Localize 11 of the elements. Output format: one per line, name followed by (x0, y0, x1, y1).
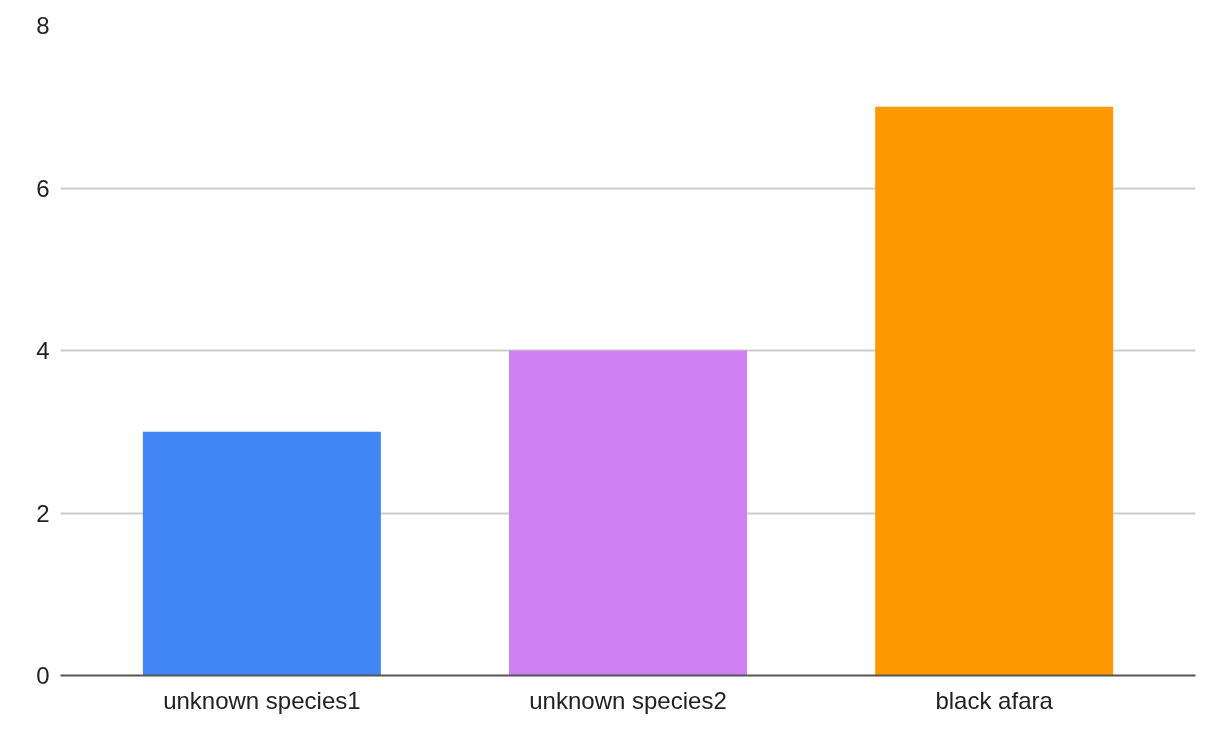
y-tick-label: 6 (36, 174, 50, 202)
y-tick-label: 0 (36, 662, 50, 689)
y-tick-label: 4 (36, 337, 50, 364)
x-tick-label: unknown species2 (529, 686, 727, 714)
bar (142, 431, 381, 676)
bar (509, 350, 747, 676)
y-tick-label: 8 (36, 12, 50, 39)
x-tick-label: unknown species1 (163, 686, 361, 714)
bar (875, 106, 1114, 676)
x-tick-label: black afara (935, 686, 1054, 714)
y-tick-label: 2 (36, 499, 50, 527)
